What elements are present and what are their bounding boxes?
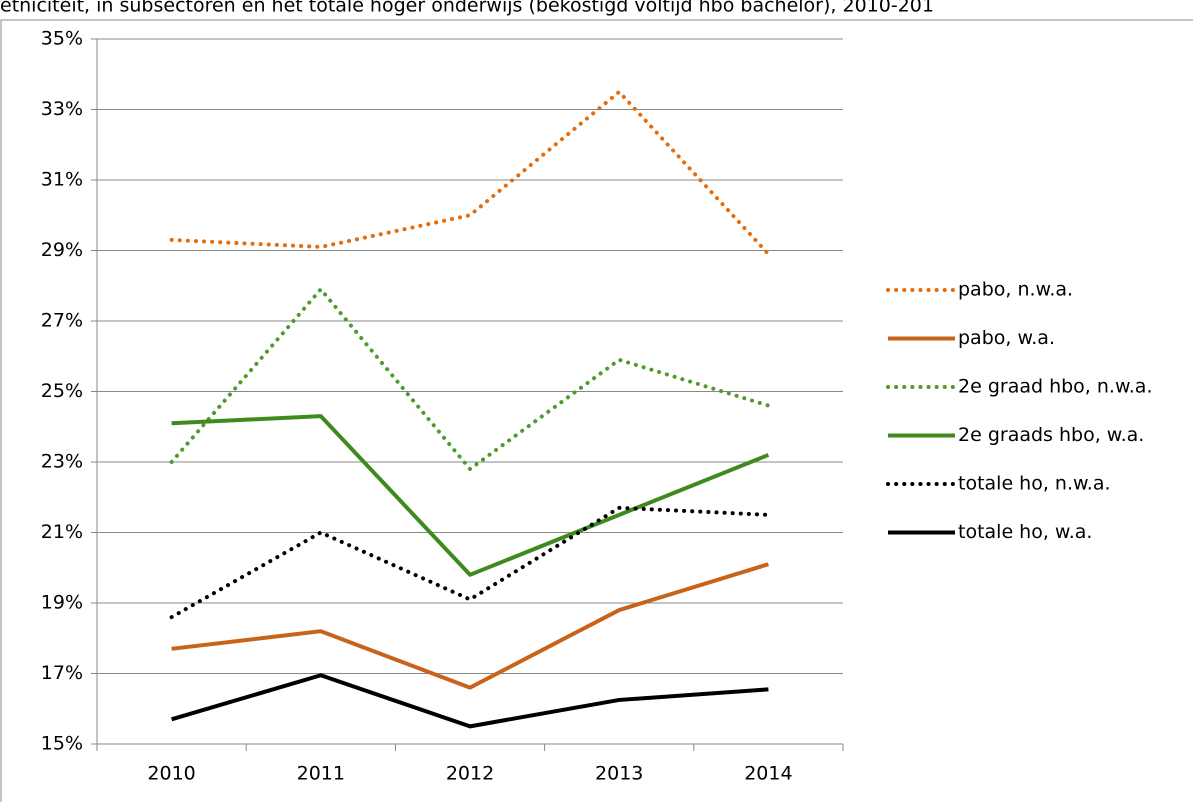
series-line	[171, 562, 769, 690]
y-tick-label: 27%	[41, 310, 83, 332]
x-tick-label: 2010	[147, 763, 195, 785]
series-line	[169, 89, 771, 257]
x-tick-label: 2012	[446, 763, 494, 785]
x-tick-label: 2014	[744, 763, 792, 785]
y-tick-label: 25%	[41, 380, 83, 402]
series-line	[169, 505, 771, 620]
legend-label: pabo, w.a.	[958, 327, 1055, 349]
legend-label: totale ho, n.w.a.	[958, 473, 1111, 495]
chart-frame	[0, 19, 1193, 806]
y-tick-label: 15%	[41, 733, 83, 755]
y-tick-label: 21%	[41, 521, 83, 543]
chart-title: etniciteit, in subsectoren en het totale…	[0, 0, 934, 17]
y-tick-label: 29%	[41, 239, 83, 261]
series-line	[171, 414, 770, 577]
y-tick-label: 33%	[41, 98, 83, 120]
y-tick-label: 17%	[41, 662, 83, 684]
x-tick-label: 2011	[297, 763, 345, 785]
legend-label: 2e graad hbo, n.w.a.	[958, 376, 1152, 398]
series-line	[171, 673, 769, 729]
legend-label: 2e graads hbo, w.a.	[958, 424, 1144, 446]
legend-label: pabo, n.w.a.	[958, 279, 1073, 301]
series-line	[169, 286, 771, 472]
y-tick-label: 19%	[41, 592, 83, 614]
x-tick-label: 2013	[595, 763, 643, 785]
y-tick-label: 31%	[41, 169, 83, 191]
y-tick-label: 35%	[41, 28, 83, 50]
y-tick-label: 23%	[41, 451, 83, 473]
legend-label: totale ho, w.a.	[958, 521, 1092, 543]
